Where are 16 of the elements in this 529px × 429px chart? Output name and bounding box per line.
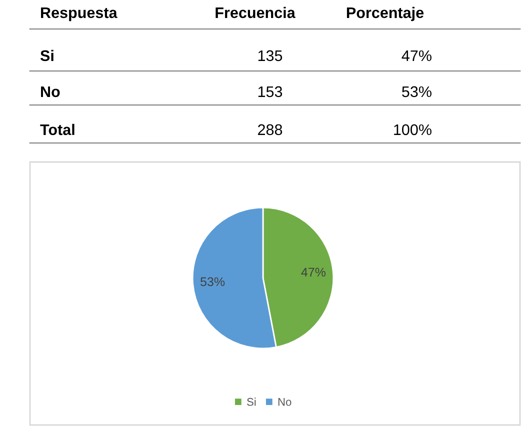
text: 153 xyxy=(258,86,282,98)
text: Total xyxy=(40,124,74,136)
text: 288 xyxy=(258,124,282,136)
text: Respuesta xyxy=(41,7,118,22)
data-label: 53% xyxy=(200,277,225,286)
text: Frecuencia xyxy=(216,6,296,18)
text: Si xyxy=(40,50,54,62)
text: No xyxy=(41,86,60,98)
text: 100% xyxy=(394,124,432,136)
text: Porcentaje xyxy=(346,6,424,22)
text: 53% xyxy=(402,86,432,98)
data-label: 47% xyxy=(301,268,326,277)
text: 135 xyxy=(258,50,282,62)
legend-label: Si xyxy=(247,398,256,406)
text: 47% xyxy=(402,50,432,62)
legend-label: No xyxy=(278,398,292,406)
